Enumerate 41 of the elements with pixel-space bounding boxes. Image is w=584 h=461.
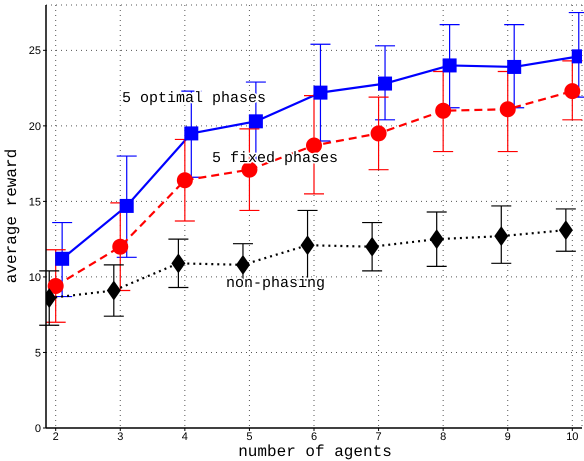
- point: [248, 114, 263, 128]
- point: [112, 238, 128, 255]
- x-axis-title: number of agents: [238, 443, 392, 461]
- point: [184, 126, 198, 140]
- point: [176, 172, 193, 188]
- y-tick-label: 10: [28, 272, 41, 284]
- point: [313, 86, 328, 100]
- point: [120, 198, 134, 213]
- point: [171, 253, 186, 274]
- x-tick-label: 9: [504, 430, 511, 443]
- point: [442, 58, 457, 72]
- point: [564, 83, 580, 100]
- y-axis-title: average reward: [3, 148, 22, 284]
- x-tick-label: 5: [246, 430, 252, 443]
- point: [365, 236, 380, 257]
- point: [558, 220, 573, 240]
- y-tick-label: 0: [34, 422, 41, 435]
- x-tick-label: 2: [52, 430, 59, 443]
- point: [236, 254, 250, 275]
- annotation: non-phasing: [226, 274, 326, 292]
- x-tick-label: 3: [117, 430, 124, 443]
- point: [55, 252, 70, 266]
- point: [507, 60, 522, 74]
- point: [500, 101, 516, 118]
- y-tick-label: 20: [28, 120, 41, 133]
- y-tick-label: 5: [34, 347, 41, 360]
- point: [300, 235, 315, 256]
- x-tick-label: 4: [182, 430, 188, 443]
- point: [106, 280, 121, 301]
- point: [430, 229, 444, 250]
- y-tick-label: 15: [28, 196, 41, 208]
- y-tick-label: 25: [28, 45, 41, 58]
- x-tick-label: 6: [310, 430, 318, 443]
- x-tick-label: 8: [440, 430, 446, 443]
- point: [48, 278, 64, 294]
- point: [370, 125, 387, 142]
- x-tick-label: 7: [376, 430, 382, 443]
- point: [494, 226, 508, 246]
- point: [435, 102, 452, 119]
- x-tick-label: 10: [566, 430, 578, 443]
- point: [378, 76, 392, 91]
